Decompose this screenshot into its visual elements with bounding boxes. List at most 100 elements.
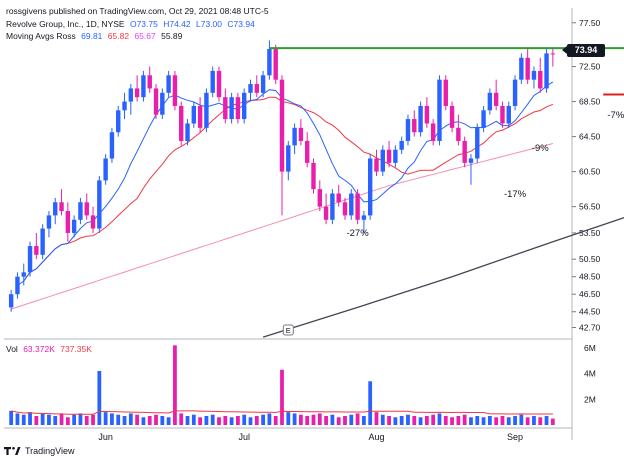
candle-body: [65, 211, 71, 233]
candle-body: [279, 79, 285, 172]
volume-axis-label: 2M: [584, 394, 596, 404]
volume-bar: [128, 413, 133, 425]
price-axis-label: 48.50: [579, 272, 601, 282]
earnings-marker-icon[interactable]: [282, 324, 294, 336]
volume-bar: [185, 416, 190, 425]
volume-axis-label: 6M: [584, 343, 596, 353]
volume-bar: [141, 417, 146, 425]
candle-body: [8, 294, 14, 308]
volume-bar: [431, 414, 436, 425]
volume-bar: [47, 414, 51, 425]
drawdown-annotation: -7%: [607, 110, 624, 121]
volume-bar: [236, 416, 240, 425]
volume-bar: [204, 416, 209, 425]
candle-body: [519, 57, 524, 80]
candle-body: [361, 215, 367, 220]
volume-bar: [450, 417, 454, 425]
price-axis-label: 44.50: [579, 307, 601, 317]
candle-body: [493, 92, 499, 106]
ma-value-3: 65.67: [134, 31, 156, 41]
candle-body: [525, 57, 530, 80]
ma-value-4: 55.89: [161, 31, 183, 41]
volume-bar: [299, 414, 303, 425]
price-axis-label: 77.50: [579, 18, 601, 28]
volume-bar: [267, 413, 272, 425]
candle-body: [21, 272, 26, 277]
volume-bar: [84, 416, 89, 425]
volume-bar: [343, 416, 347, 425]
candle-body: [367, 158, 373, 216]
volume-bar: [9, 410, 14, 425]
candle-body: [27, 246, 33, 273]
candle-body: [342, 202, 348, 216]
ma-50-line: [10, 143, 554, 310]
candle-body: [160, 92, 165, 115]
volume-legend[interactable]: Vol 63.372K 737.35K: [6, 344, 95, 354]
volume-bar: [160, 416, 165, 425]
candle-body: [216, 70, 222, 98]
volume-bar: [179, 413, 184, 425]
candle-body: [355, 193, 360, 220]
volume-bar: [513, 416, 517, 425]
candle-body: [468, 158, 474, 163]
candle-body: [185, 123, 190, 141]
candle-body: [128, 88, 134, 102]
volume-value-1: 63.372K: [23, 344, 55, 354]
volume-bar: [317, 413, 322, 425]
price-axis-label: 50.50: [579, 254, 601, 264]
symbol-legend[interactable]: Revolve Group, Inc., 1D, NYSE O73.75 H74…: [6, 19, 258, 29]
volume-bar: [475, 416, 480, 425]
candle-body: [147, 75, 152, 89]
volume-average-line: [11, 410, 553, 415]
tradingview-footer[interactable]: TradingView: [4, 446, 75, 456]
volume-bar: [78, 413, 83, 425]
candle-body: [84, 202, 89, 216]
drawdown-annotation: -27%: [346, 228, 369, 239]
candle-body: [449, 105, 455, 128]
candle-body: [298, 127, 304, 141]
candle-body: [399, 140, 404, 150]
volume-bar: [166, 417, 171, 425]
volume-bar: [487, 416, 492, 425]
candle-body: [109, 132, 115, 159]
candle-body: [349, 193, 354, 216]
moving-averages-legend[interactable]: Moving Avgs Ross 69.81 65.82 65.67 55.89: [6, 31, 185, 41]
volume-bar: [28, 412, 32, 425]
ohlc-close: C73.94: [227, 19, 255, 29]
volume-bar: [173, 345, 177, 425]
volume-bar: [330, 414, 335, 425]
candle-body: [40, 228, 45, 255]
volume-label: Vol: [6, 344, 18, 354]
volume-bar: [198, 417, 203, 425]
candle-body: [197, 105, 203, 128]
price-axis-label: 46.50: [579, 289, 601, 299]
volume-bar: [135, 414, 140, 425]
volume-bar: [550, 418, 555, 425]
volume-bar: [500, 416, 505, 425]
volume-bar: [336, 417, 341, 425]
volume-bar: [292, 413, 297, 425]
volume-bar: [116, 414, 121, 425]
time-axis-label: Jun: [98, 432, 113, 442]
volume-bar: [280, 369, 284, 425]
candle-body: [538, 70, 543, 89]
candle-body: [487, 92, 493, 111]
candle-body: [304, 140, 310, 163]
candle-body: [443, 79, 448, 106]
candle-body: [34, 246, 39, 255]
volume-value-2: 737.35K: [60, 344, 92, 354]
volume-bar: [361, 416, 366, 425]
candle-body: [15, 276, 20, 295]
candle-body: [223, 97, 228, 120]
volume-bar: [380, 414, 385, 425]
ma-value-2: 65.82: [107, 31, 130, 41]
volume-bar: [103, 412, 108, 425]
candle-body: [380, 149, 385, 172]
volume-bar: [349, 414, 354, 425]
candle-body: [317, 189, 322, 207]
ohlc-low: L73.00: [196, 19, 223, 29]
volume-bar: [15, 413, 20, 425]
volume-bar: [418, 417, 423, 425]
candle-body: [412, 119, 417, 133]
